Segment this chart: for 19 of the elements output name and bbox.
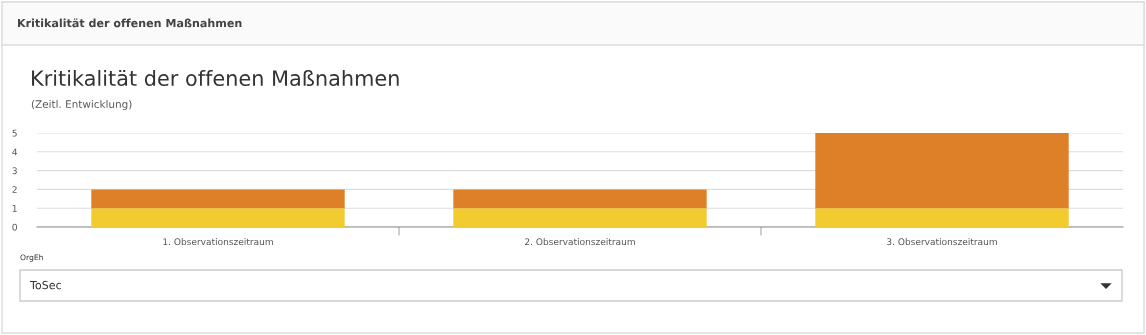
y-tick-label: 5 xyxy=(12,129,17,137)
chart-subtitle: (Zeitl. Entwicklung) xyxy=(31,99,132,111)
bar xyxy=(91,208,345,227)
bar xyxy=(453,208,707,227)
y-tick-label: 1 xyxy=(12,205,17,212)
bar xyxy=(91,189,345,209)
text: ToSec xyxy=(29,280,62,290)
y-tick-label: 0 xyxy=(12,223,17,231)
x-tick-label: 1. Observationszeitraum xyxy=(163,238,273,246)
text: Kritikalität der offenen Maßnahmen xyxy=(18,18,242,28)
x-tick-label: 2. Observationszeitraum xyxy=(525,238,635,246)
bar xyxy=(815,208,1069,227)
y-tick-label: 2 xyxy=(12,186,17,193)
x-tick-label: 3. Observationszeitraum xyxy=(887,238,997,246)
chart-title: Kritikalität der offenen Maßnahmen xyxy=(32,69,399,87)
bar xyxy=(453,189,707,209)
bar xyxy=(815,133,1069,209)
y-tick-label: 4 xyxy=(12,148,18,156)
y-tick-label: 3 xyxy=(12,167,17,175)
